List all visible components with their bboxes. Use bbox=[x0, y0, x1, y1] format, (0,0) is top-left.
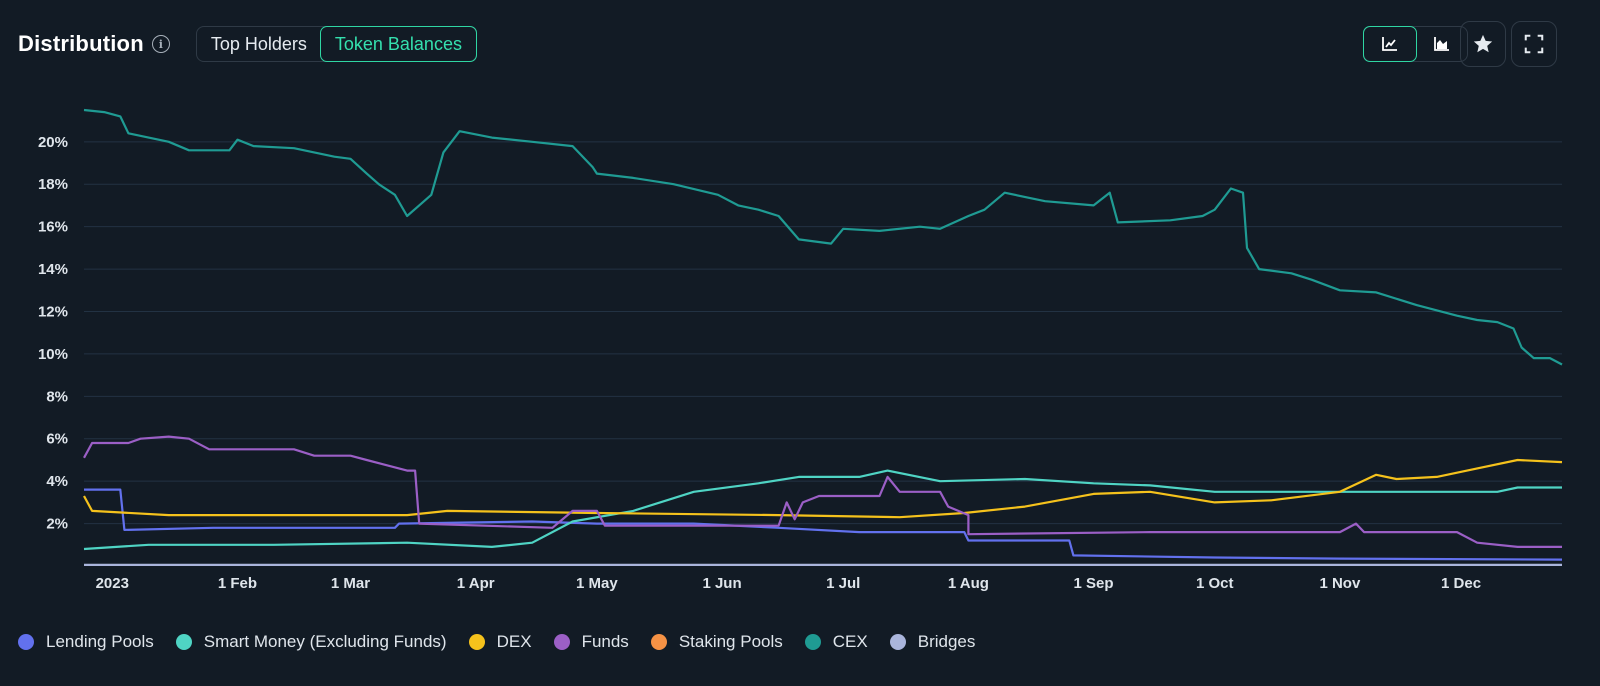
legend-label: Lending Pools bbox=[46, 632, 154, 651]
legend-item[interactable]: CEX bbox=[804, 632, 868, 652]
legend-dot-icon bbox=[553, 634, 570, 650]
x-tick-label: 1 Sep bbox=[1074, 575, 1114, 592]
legend-label: CEX bbox=[832, 632, 868, 651]
series-line-1[interactable] bbox=[83, 469, 1562, 551]
legend-label: Bridges bbox=[917, 632, 976, 651]
y-tick-label: 6% bbox=[46, 431, 68, 448]
legend-dot-icon bbox=[650, 634, 667, 650]
y-tick-label: 18% bbox=[38, 176, 68, 193]
view-tabs: Top Holders Token Balances bbox=[195, 26, 477, 62]
x-tick-label: 1 Apr bbox=[457, 575, 495, 592]
fullscreen-button[interactable] bbox=[1511, 21, 1557, 67]
legend: Lending Pools Smart Money (Excluding Fund… bbox=[18, 632, 997, 652]
area-chart-icon bbox=[1433, 37, 1449, 51]
series-line-3[interactable] bbox=[83, 435, 1562, 548]
fullscreen-icon bbox=[1524, 34, 1544, 54]
x-tick-label: 1 Feb bbox=[218, 575, 257, 592]
y-tick-label: 12% bbox=[38, 303, 68, 320]
legend-item[interactable]: Funds bbox=[553, 632, 629, 652]
y-tick-label: 8% bbox=[46, 388, 68, 405]
tab-token-balances[interactable]: Token Balances bbox=[319, 26, 477, 62]
chart-svg: 2% 4% 6% 8% 10% 12% 14% 16% 18% 20% 2023 1 Feb 1 Mar… bbox=[38, 108, 1563, 592]
star-icon bbox=[1473, 34, 1493, 53]
x-tick-label: 1 May bbox=[576, 575, 618, 592]
chart-type-toggle bbox=[1363, 26, 1468, 62]
area-view-button[interactable] bbox=[1416, 27, 1467, 61]
line-view-button[interactable] bbox=[1363, 26, 1417, 62]
series-line-2[interactable] bbox=[83, 458, 1563, 519]
legend-label: DEX bbox=[496, 632, 532, 651]
series-line-5[interactable] bbox=[83, 108, 1563, 366]
line-chart-icon bbox=[1382, 37, 1397, 51]
favorite-button[interactable] bbox=[1460, 21, 1506, 67]
legend-item[interactable]: Lending Pools bbox=[18, 632, 154, 652]
y-tick-label: 20% bbox=[38, 134, 68, 151]
series-line-0[interactable] bbox=[84, 488, 1563, 561]
x-tick-label: 1 Aug bbox=[948, 575, 989, 592]
x-tick-label: 1 Mar bbox=[331, 575, 370, 592]
x-tick-label: 1 Jul bbox=[826, 575, 860, 592]
legend-dot-icon bbox=[175, 634, 192, 650]
tab-top-holders[interactable]: Top Holders bbox=[210, 33, 307, 54]
x-tick-label: 1 Nov bbox=[1319, 575, 1361, 592]
legend-label: Funds bbox=[581, 632, 629, 651]
x-tick-label: 1 Dec bbox=[1441, 575, 1481, 592]
y-tick-label: 14% bbox=[38, 261, 68, 278]
legend-dot-icon bbox=[804, 634, 821, 650]
legend-item[interactable]: Smart Money (Excluding Funds) bbox=[175, 632, 447, 652]
legend-dot-icon bbox=[468, 634, 485, 650]
legend-label: Staking Pools bbox=[678, 632, 783, 651]
y-tick-label: 10% bbox=[38, 346, 68, 363]
legend-dot-icon bbox=[889, 634, 906, 650]
legend-label: Smart Money (Excluding Funds) bbox=[203, 632, 447, 651]
x-tick-label: 1 Oct bbox=[1196, 575, 1234, 592]
legend-item[interactable]: DEX bbox=[468, 632, 532, 652]
info-icon[interactable]: i bbox=[151, 35, 170, 53]
chart-header: Distribution i Top Holders Token Balance… bbox=[18, 26, 477, 62]
legend-item[interactable]: Bridges bbox=[889, 632, 976, 652]
y-tick-label: 4% bbox=[46, 473, 68, 490]
legend-dot-icon bbox=[18, 634, 34, 650]
y-tick-label: 2% bbox=[46, 516, 68, 533]
x-tick-label: 2023 bbox=[96, 575, 129, 592]
x-tick-label: 1 Jun bbox=[702, 575, 741, 592]
legend-item[interactable]: Staking Pools bbox=[650, 632, 783, 652]
page-title: Distribution bbox=[18, 31, 144, 56]
y-tick-label: 16% bbox=[38, 219, 68, 236]
